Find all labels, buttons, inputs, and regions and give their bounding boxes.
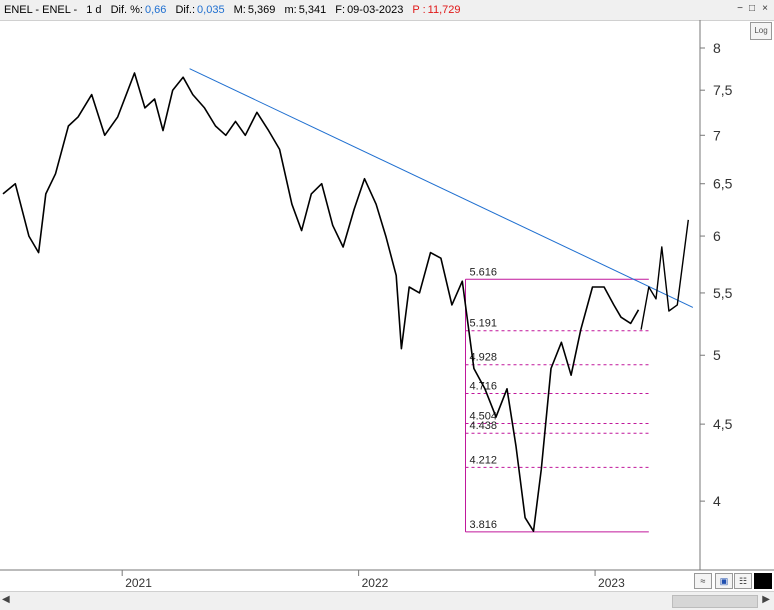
header-interval: 1 d <box>86 4 102 16</box>
x-tick-label: 2022 <box>362 576 389 590</box>
y-tick-label: 5 <box>713 347 721 363</box>
fibonacci-level-label: 3.816 <box>470 519 498 531</box>
projection-series-line <box>640 219 689 330</box>
header-p-label: P : <box>412 4 426 16</box>
minimize-icon[interactable]: − <box>737 3 743 14</box>
fibonacci-level-label: 5.191 <box>470 318 498 330</box>
y-tick-label: 8 <box>713 40 721 56</box>
y-tick-label: 6,5 <box>713 176 733 192</box>
header-min-value: 5,341 <box>298 4 327 16</box>
fibonacci-level-label: 4.212 <box>470 454 498 466</box>
header-dif-value: 0,035 <box>197 4 225 16</box>
fibonacci-level-label: 4.928 <box>470 352 498 364</box>
chart-axes: 8 7,5 7 6,5 6 5,5 5 4,5 4 2021 2022 2023 <box>0 20 774 590</box>
header-min-label: m: <box>284 4 297 16</box>
scroll-thumb[interactable] <box>672 595 758 608</box>
header-max-value: 5,369 <box>247 4 276 16</box>
log-scale-button[interactable]: Log <box>750 22 772 40</box>
header-max-label: M: <box>233 4 246 16</box>
y-tick-label: 7 <box>713 127 721 143</box>
close-icon[interactable]: × <box>762 3 768 14</box>
scroll-right-icon[interactable]: ▶ <box>762 594 770 605</box>
fibonacci-level-label: 4.504 <box>470 411 498 423</box>
horizontal-scrollbar[interactable]: ◀ ▶ <box>0 591 774 610</box>
maximize-icon[interactable]: □ <box>748 3 756 14</box>
y-tick-label: 5,5 <box>713 285 733 301</box>
y-tick-label: 4,5 <box>713 416 733 432</box>
trendline <box>189 68 694 308</box>
fibonacci-level-label: 5.616 <box>470 266 498 278</box>
series-layer <box>2 68 694 533</box>
save-icon[interactable]: ▣ <box>715 573 733 589</box>
y-tick-label: 7,5 <box>713 82 733 98</box>
color-picker-icon[interactable] <box>754 573 772 589</box>
header-dif-pct-value: 0,66 <box>144 4 167 16</box>
header-date-value: 09-03-2023 <box>347 4 404 16</box>
price-series-line <box>2 72 640 533</box>
header-symbol: ENEL - ENEL - <box>4 4 78 16</box>
y-tick-label: 4 <box>713 493 721 509</box>
split-view-icon[interactable]: ☷ <box>734 573 752 589</box>
header-dif-pct-label: Dif. %: <box>110 4 143 16</box>
chart-header: ENEL - ENEL - 1 d Dif. %: 0,66 Dif.: 0,035… <box>0 0 774 21</box>
header-p-value: 11,729 <box>427 4 461 16</box>
chart-type-icon[interactable]: ≈ <box>694 573 712 589</box>
header-date-label: F: <box>335 4 346 16</box>
scroll-left-icon[interactable]: ◀ <box>2 594 10 605</box>
header-dif-label: Dif.: <box>175 4 196 16</box>
x-tick-label: 2023 <box>598 576 625 590</box>
x-tick-label: 2021 <box>125 576 152 590</box>
fibonacci-level-label: 4.438 <box>470 420 498 432</box>
y-tick-label: 6 <box>713 228 721 244</box>
